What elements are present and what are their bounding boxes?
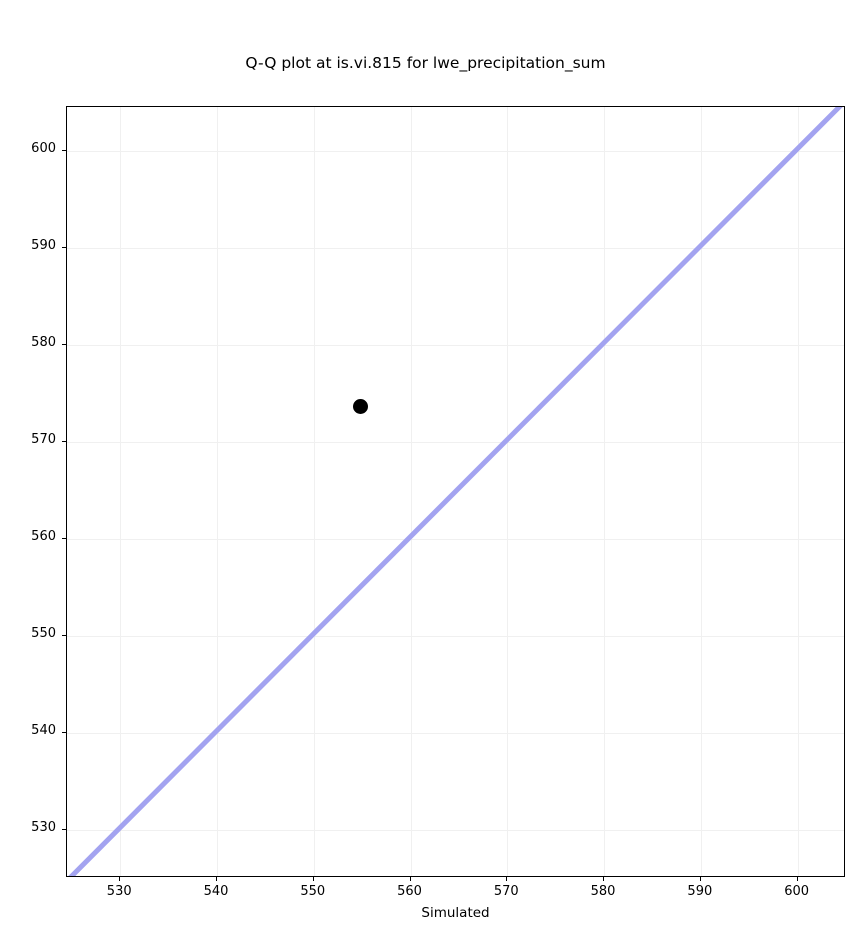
y-axis-tick	[62, 828, 66, 830]
y-axis-tick	[62, 537, 66, 539]
plot-inner	[67, 107, 844, 876]
y-axis-tick	[62, 440, 66, 442]
gridline-horizontal	[67, 538, 844, 540]
y-axis-tick-label: 580	[31, 334, 56, 350]
x-axis-tick-label: 530	[106, 884, 132, 899]
y-axis-tick	[62, 149, 66, 151]
gridline-horizontal	[67, 441, 844, 443]
y-axis-label-wrapper: Observed	[0, 0, 60, 934]
gridline-vertical	[313, 107, 315, 876]
x-axis-tick-label: 600	[784, 884, 810, 899]
gridline-horizontal	[67, 635, 844, 637]
gridline-vertical	[604, 107, 606, 876]
x-axis-tick	[796, 877, 798, 881]
y-axis-tick-label: 530	[31, 819, 56, 835]
y-axis-tick-label: 560	[31, 528, 56, 544]
gridline-vertical	[507, 107, 509, 876]
y-axis-tick-label: 540	[31, 722, 56, 738]
y-axis-tick	[62, 731, 66, 733]
gridline-vertical	[700, 107, 702, 876]
x-axis-tick	[699, 877, 701, 881]
plot-area	[66, 106, 845, 877]
y-axis-tick-label: 550	[31, 625, 56, 641]
y-axis-tick-label: 600	[31, 140, 56, 156]
gridline-vertical	[216, 107, 218, 876]
data-point	[352, 399, 368, 415]
y-axis-tick-label: 590	[31, 237, 56, 253]
x-axis-tick-label: 540	[203, 884, 229, 899]
x-axis-tick-label: 570	[493, 884, 519, 899]
x-axis-tick-label: 560	[397, 884, 422, 899]
gridline-horizontal	[67, 344, 844, 346]
x-axis-tick-label: 580	[590, 884, 616, 899]
x-axis-tick	[506, 877, 508, 881]
gridline-horizontal	[67, 732, 844, 734]
gridline-horizontal	[67, 247, 844, 249]
gridline-horizontal	[67, 829, 844, 831]
x-axis-tick	[603, 877, 605, 881]
chart-title-line-1: Q-Q plot at is.vi.815 for lwe_precipitat…	[245, 54, 606, 72]
x-axis-tick-label: 550	[300, 884, 326, 899]
y-axis-tick-label: 570	[31, 431, 56, 447]
y-axis-tick	[62, 634, 66, 636]
gridline-horizontal	[67, 150, 844, 152]
x-axis-tick	[312, 877, 314, 881]
x-axis-tick	[409, 877, 411, 881]
y-axis-tick	[62, 343, 66, 345]
y-axis-tick	[62, 246, 66, 248]
identity-line	[67, 107, 844, 876]
x-axis-tick	[119, 877, 121, 881]
gridline-vertical	[120, 107, 122, 876]
gridline-vertical	[797, 107, 799, 876]
x-axis-tick-label: 590	[687, 884, 713, 899]
identity-line-path	[67, 107, 844, 876]
gridline-vertical	[410, 107, 412, 876]
x-axis-label: Simulated	[421, 905, 490, 921]
x-axis-tick	[215, 877, 217, 881]
